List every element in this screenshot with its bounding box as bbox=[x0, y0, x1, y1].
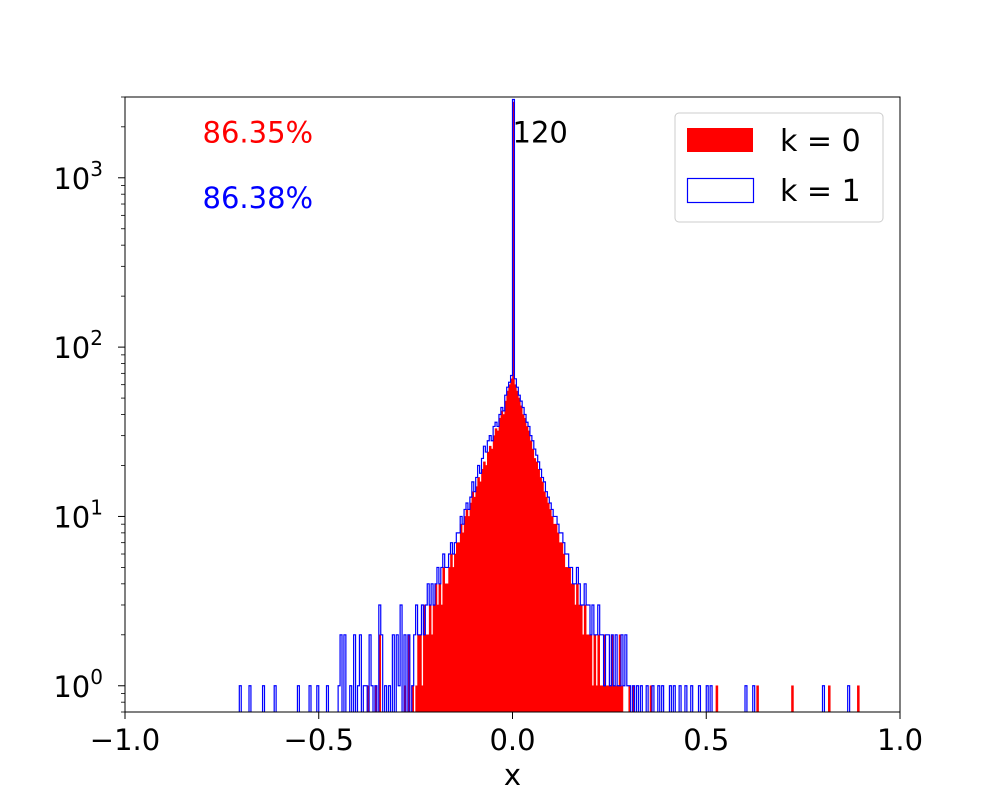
annotation-2: 120 bbox=[513, 116, 568, 150]
bar-k0-120 bbox=[857, 685, 860, 713]
bar-k0-118 bbox=[791, 685, 794, 713]
y-tick-label: 103 bbox=[53, 157, 103, 196]
x-tick-label: 1.0 bbox=[877, 723, 923, 757]
bar-k0-119 bbox=[828, 685, 831, 713]
series-1 bbox=[238, 98, 851, 712]
y-axis-ticks: 100 101 102 103 bbox=[53, 96, 125, 713]
step-line-k1 bbox=[238, 98, 851, 712]
legend-label-1: k = 1 bbox=[780, 174, 861, 209]
series-0 bbox=[366, 101, 860, 713]
x-axis-label: x bbox=[504, 758, 521, 792]
annotations: 86.35% 86.38% 120 bbox=[203, 116, 568, 215]
bar-k0-112 bbox=[620, 685, 624, 713]
legend-swatch-k1 bbox=[686, 177, 755, 204]
series-layer bbox=[238, 98, 860, 713]
x-tick-label: −0.5 bbox=[284, 723, 354, 757]
y-tick-label: 100 bbox=[53, 665, 103, 704]
bar-k0-116 bbox=[715, 685, 719, 713]
bar-k0-117 bbox=[756, 685, 759, 713]
legend-swatch-k0 bbox=[687, 128, 753, 152]
y-tick-label: 101 bbox=[53, 495, 103, 534]
legend-label-0: k = 0 bbox=[780, 124, 861, 159]
legend: k = 0 k = 1 bbox=[674, 112, 884, 223]
x-tick-label: 0.0 bbox=[489, 723, 535, 757]
x-tick-label: −1.0 bbox=[90, 723, 160, 757]
y-tick-label: 102 bbox=[53, 326, 103, 365]
x-axis-ticks: −1.0 −0.5 0.0 0.5 1.0 bbox=[90, 712, 923, 757]
x-tick-label: 0.5 bbox=[683, 723, 729, 757]
annotation-1: 86.38% bbox=[203, 181, 314, 215]
annotation-0: 86.35% bbox=[203, 116, 314, 150]
